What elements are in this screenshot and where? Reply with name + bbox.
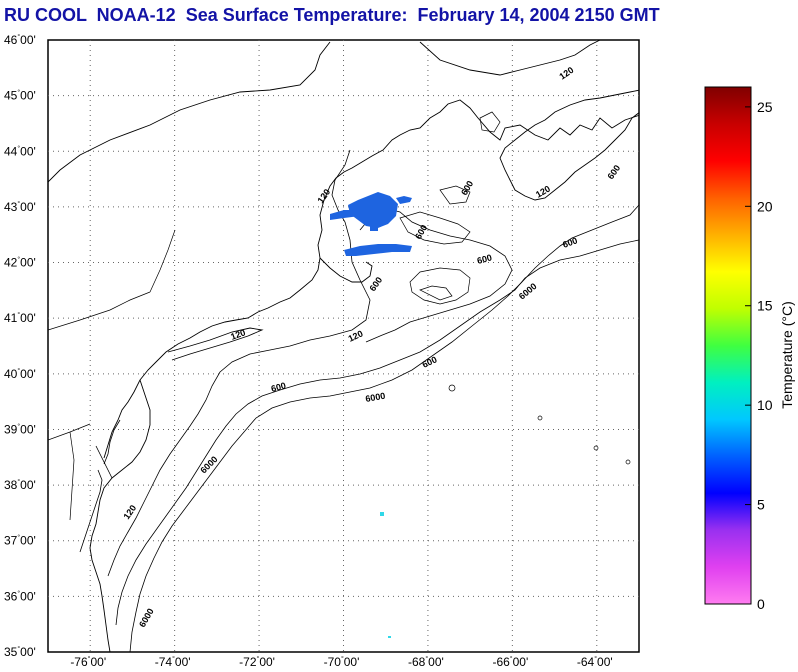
lat-lon-grid: [48, 40, 639, 652]
contour-label: 600: [561, 235, 579, 250]
longitude-label: -68°00': [408, 655, 444, 669]
colorbar-tick-label: 0: [757, 596, 765, 612]
latitude-label: 41°00': [4, 311, 36, 325]
longitude-label: -76°00': [70, 655, 106, 669]
latitude-label: 36°00': [4, 589, 36, 603]
longitude-label: -70°00': [324, 655, 360, 669]
latitude-label: 45°00': [4, 89, 36, 103]
chesapeake-bay: [79, 445, 113, 553]
isobath-120m: [107, 149, 371, 577]
longitude-labels: -76°00' -74°00' -72°00' -70°00' -68°00' -66°0…: [70, 655, 612, 669]
sst-patch-cyan-dot: [380, 512, 384, 516]
seamount-contour: [625, 459, 631, 465]
colorbar-tick-label: 10: [757, 397, 773, 413]
map-title: RU COOL NOAA-12 Sea Surface Temperature:…: [4, 5, 660, 25]
coastline-maine: [103, 99, 639, 459]
latitude-label: 43°00': [4, 200, 36, 214]
sst-patch-band-east: [396, 196, 412, 204]
latitude-label: 35°00': [4, 645, 36, 659]
sst-patch-band-south: [344, 244, 412, 256]
latitude-label: 38°00': [4, 478, 36, 492]
longitude-label: -64°00': [577, 655, 613, 669]
sst-patch-small: [370, 225, 378, 231]
coastline-mid-atlantic: [89, 379, 151, 652]
isobath-120m-gom: [359, 207, 513, 343]
colorbar-tick-label: 5: [757, 497, 765, 513]
latitude-label: 42°00': [4, 256, 36, 270]
coastline-nova-scotia: [499, 89, 639, 201]
contour-label: 120: [229, 327, 247, 342]
sst-patch-band-north: [330, 210, 360, 220]
latitude-labels: 46°00' 45°00' 44°00' 43°00' 42°00' 41°00' 40°0…: [4, 33, 36, 659]
latitude-label: 37°00': [4, 534, 36, 548]
seamount-contour: [537, 415, 543, 421]
longitude-label: -74°00': [155, 655, 191, 669]
latitude-label: 39°00': [4, 422, 36, 436]
longitude-label: -66°00': [492, 655, 528, 669]
colorbar-ticks: 25 20 15 10 5 0: [745, 99, 773, 612]
georges-bank-contours: [409, 267, 471, 305]
sst-data-patches: [330, 192, 412, 638]
isobath-600m: [115, 239, 639, 626]
contour-label: 6000: [365, 391, 386, 404]
longitude-label: -72°00': [239, 655, 275, 669]
coastline-long-island: [167, 327, 264, 361]
seamount-contour: [593, 445, 599, 451]
colorbar-tick-label: 15: [757, 298, 773, 314]
colorbar-tick-label: 20: [757, 198, 773, 214]
latitude-label: 40°00': [4, 367, 36, 381]
isobath-6000m: [129, 204, 639, 652]
sst-patch-cyan-dot: [388, 636, 391, 638]
inland-boundaries: [48, 229, 176, 521]
contour-label: 600: [476, 252, 493, 266]
colorbar: [704, 86, 752, 605]
coastline-quebec: [48, 40, 601, 183]
map-content: 120 120 120 120 120 600 600 600 600 600 …: [48, 40, 639, 652]
latitude-label: 44°00': [4, 144, 36, 158]
latitude-label: 46°00': [4, 33, 36, 47]
colorbar-label: Temperature (°C): [779, 301, 795, 409]
coastline-cape-cod: [319, 257, 373, 283]
gulf-basin-contours: [399, 111, 501, 245]
sst-patch-gulf-of-maine: [348, 192, 398, 228]
delaware-bay: [103, 419, 121, 465]
colorbar-tick-label: 25: [757, 99, 773, 115]
seamount-contour: [448, 384, 456, 392]
contour-label: 600: [270, 380, 287, 394]
